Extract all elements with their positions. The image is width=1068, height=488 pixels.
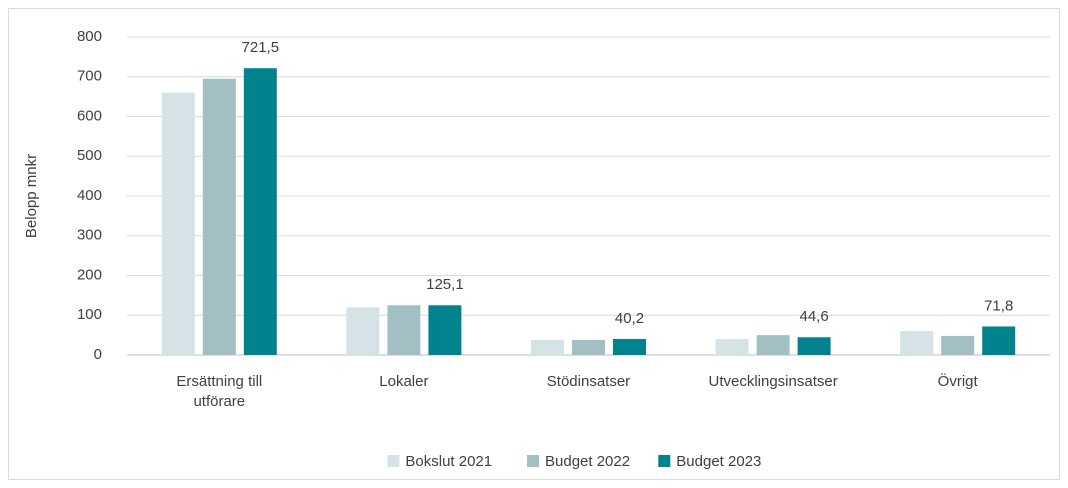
x-tick-label: Stödinsatser xyxy=(546,373,631,390)
bar xyxy=(797,337,831,355)
bar xyxy=(900,331,934,355)
legend-label: Bokslut 2021 xyxy=(405,453,492,470)
legend-swatch xyxy=(658,455,671,467)
bar xyxy=(982,326,1016,355)
bar xyxy=(346,307,380,355)
bar xyxy=(756,335,790,355)
data-label: 44,6 xyxy=(799,308,828,325)
bar xyxy=(572,339,605,355)
x-tick-label: Övrigt xyxy=(937,373,978,390)
bar xyxy=(202,78,236,356)
data-label: 40,2 xyxy=(615,310,644,327)
y-tick-label: 200 xyxy=(77,266,102,283)
data-label: 125,1 xyxy=(426,276,464,293)
y-axis-label: Belopp mnkr xyxy=(23,154,40,238)
y-tick-label: 500 xyxy=(77,147,102,164)
y-tick-label: 800 xyxy=(77,28,102,45)
bar xyxy=(715,339,749,355)
bar xyxy=(428,305,462,355)
legend-label: Budget 2022 xyxy=(545,453,630,470)
bar xyxy=(531,339,564,355)
x-tick-label: Utvecklingsinsatser xyxy=(708,373,838,390)
bar xyxy=(387,305,421,355)
bar xyxy=(613,339,646,355)
bar xyxy=(243,68,277,356)
y-tick-label: 0 xyxy=(94,346,102,363)
legend-swatch xyxy=(387,455,400,467)
legend-swatch xyxy=(527,455,539,467)
y-tick-label: 700 xyxy=(77,68,102,85)
x-tick-label: Ersättning till utförare xyxy=(176,373,263,410)
y-tick-label: 100 xyxy=(77,306,102,323)
legend-label: Budget 2023 xyxy=(676,453,761,470)
chart-border xyxy=(8,8,1060,480)
bar xyxy=(161,92,195,356)
bar xyxy=(941,335,975,355)
data-label: 721,5 xyxy=(242,39,280,56)
y-tick-label: 300 xyxy=(77,227,102,244)
y-tick-label: 600 xyxy=(77,107,102,124)
y-tick-label: 400 xyxy=(77,187,102,204)
x-tick-label: Lokaler xyxy=(379,373,429,390)
data-label: 71,8 xyxy=(984,297,1013,314)
